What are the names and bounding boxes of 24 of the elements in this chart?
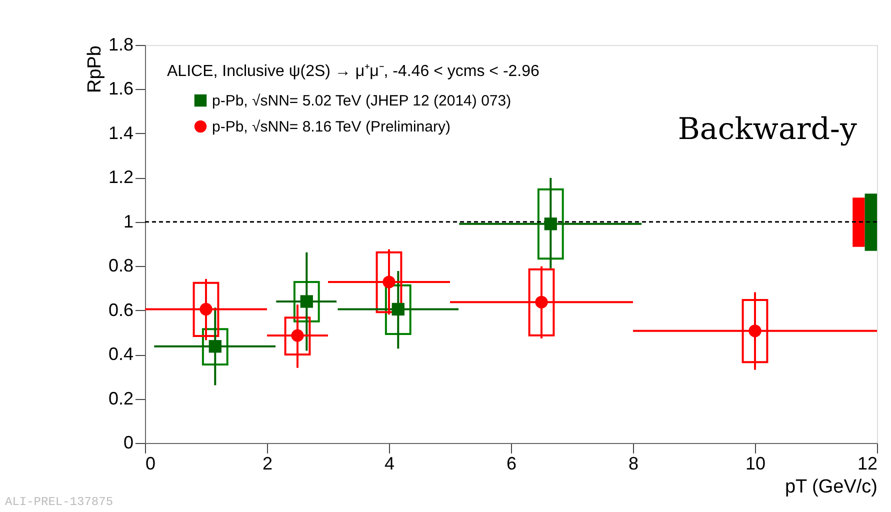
x-tick-label: 2 — [262, 454, 273, 474]
x-tick-label: 12 — [857, 454, 878, 474]
x-tick-label: 10 — [745, 454, 766, 474]
x-tick-label: 8 — [628, 454, 639, 474]
text: ALI-PREL-137875 — [5, 495, 114, 509]
x-tick-label: 6 — [506, 454, 517, 474]
y-tick-label: 1.2 — [108, 167, 134, 188]
x-tick-label: 4 — [384, 454, 395, 474]
legend-label: p-Pb, √sNN= 8.16 TeV (Preliminary) — [212, 118, 450, 136]
y-tick-label: 0.8 — [108, 256, 134, 276]
y-tick-label: 0.2 — [108, 388, 134, 408]
x-tick-label: 0 — [146, 454, 156, 474]
y-tick-label: 1.8 — [108, 34, 134, 54]
y-tick-label: 1.4 — [108, 122, 134, 143]
y-axis-title: RpPb — [84, 46, 106, 94]
x-axis-title: pT (GeV/c) — [784, 476, 878, 498]
y-tick-label: 0.6 — [108, 300, 134, 320]
y-tick-label: 0.4 — [108, 344, 134, 364]
y-tick-label: 1.6 — [108, 78, 134, 99]
y-tick-label: 0 — [123, 432, 134, 452]
annotation: Backward-y — [678, 112, 858, 147]
y-tick-label: 1 — [123, 211, 134, 232]
legend-label: p-Pb, √sNN= 5.02 TeV (JHEP 12 (2014) 073) — [212, 92, 512, 110]
annotation: ALICE, Inclusive ψ(2S) → μ⁺μ⁻, -4.46 < ycms < -2.96 — [167, 63, 540, 80]
